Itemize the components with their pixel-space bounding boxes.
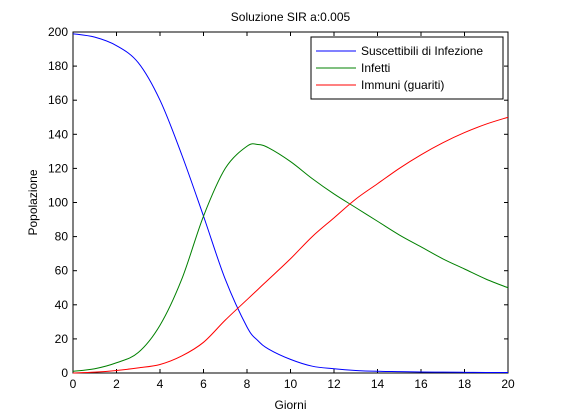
x-axis-label: Giorni bbox=[274, 398, 306, 412]
series-layer bbox=[72, 33, 509, 374]
y-tick-label: 40 bbox=[55, 298, 69, 312]
series-line-immuni-guariti bbox=[72, 116, 509, 374]
axis-ticks: 0 2 4 6 8 10 12 14 16 18 2002040608010012014016018… bbox=[48, 25, 515, 391]
y-tick-label: 60 bbox=[55, 264, 69, 278]
legend-label-infetti: Infetti bbox=[361, 61, 390, 75]
chart-title: Soluzione SIR a:0.005 bbox=[231, 10, 351, 24]
y-tick-label: 200 bbox=[48, 25, 68, 39]
y-tick-label: 80 bbox=[55, 230, 69, 244]
x-tick-label: 14 bbox=[371, 377, 385, 391]
x-tick-label: 10 bbox=[284, 377, 298, 391]
y-tick-label: 140 bbox=[48, 127, 68, 141]
x-tick-label: 8 bbox=[244, 377, 251, 391]
y-tick-label: 120 bbox=[48, 161, 68, 175]
y-tick-label: 160 bbox=[48, 93, 68, 107]
x-tick-label: 0 bbox=[70, 377, 77, 391]
y-tick-label: 0 bbox=[61, 366, 68, 380]
legend-label-suscettibili-di-infezione: Suscettibili di Infezione bbox=[361, 44, 483, 58]
series-line-infetti bbox=[72, 143, 509, 372]
y-tick-label: 20 bbox=[55, 332, 69, 346]
x-tick-label: 20 bbox=[501, 377, 515, 391]
y-axis-label: Popolazione bbox=[26, 169, 40, 235]
y-tick-label: 180 bbox=[48, 59, 68, 73]
legend-label-immuni-guariti: Immuni (guariti) bbox=[361, 78, 444, 92]
x-tick-label: 16 bbox=[414, 377, 428, 391]
series-line-suscettibili-di-infezione bbox=[72, 33, 509, 374]
x-tick-label: 2 bbox=[113, 377, 120, 391]
legend: Suscettibili di Infezione Infetti Immuni (… bbox=[310, 36, 504, 100]
x-tick-label: 18 bbox=[458, 377, 472, 391]
y-tick-label: 100 bbox=[48, 196, 68, 210]
x-tick-label: 6 bbox=[200, 377, 207, 391]
x-tick-label: 4 bbox=[157, 377, 164, 391]
x-tick-label: 12 bbox=[327, 377, 341, 391]
